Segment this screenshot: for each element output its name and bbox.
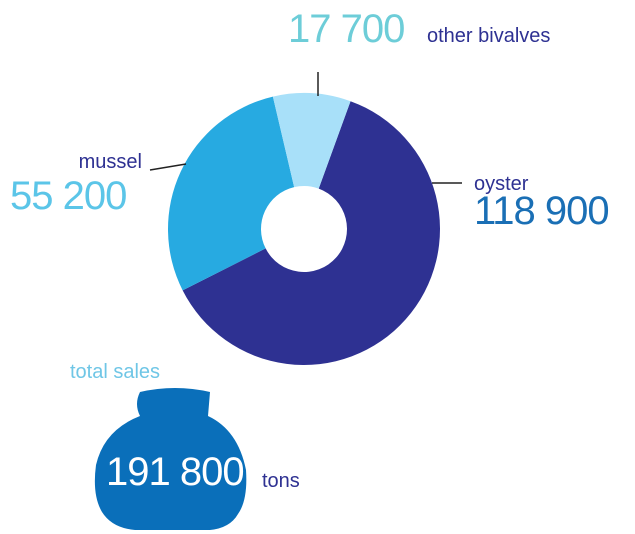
total-value: 191 800 (106, 450, 244, 494)
category-label: mussel (79, 151, 142, 173)
value-label: 17 700 (288, 7, 404, 51)
donut (168, 92, 440, 365)
value-label: 55 200 (10, 174, 126, 218)
slice (168, 96, 295, 291)
category-label: oyster (474, 173, 529, 195)
value-label: 118 900 (474, 189, 609, 233)
slice (272, 92, 351, 189)
total-unit: tons (262, 470, 300, 492)
total-shell (94, 388, 247, 530)
slice (182, 101, 440, 365)
leader-line (149, 163, 187, 171)
total-label: total sales (70, 361, 160, 383)
category-label: other bivalves (427, 25, 550, 47)
